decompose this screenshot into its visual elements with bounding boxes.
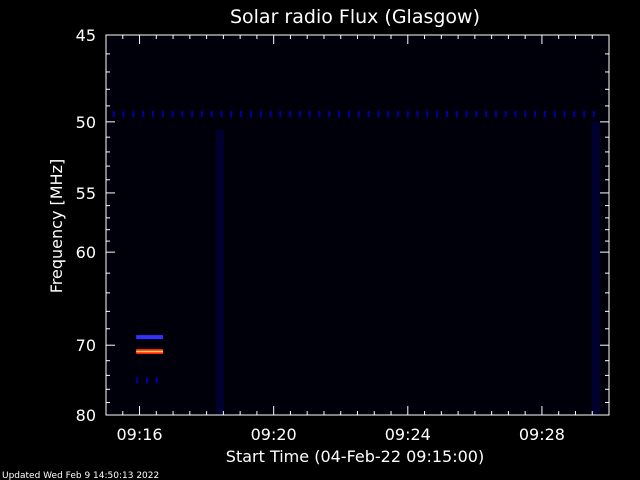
feature-segment xyxy=(445,110,448,117)
feature-segment xyxy=(136,377,139,384)
plot-background xyxy=(106,35,609,415)
feature-segment xyxy=(543,110,546,117)
feature-segment xyxy=(249,110,252,117)
feature-segment xyxy=(357,110,360,117)
spectral-feature-3 xyxy=(136,377,158,384)
feature-segment xyxy=(200,110,203,117)
feature-segment xyxy=(436,110,439,117)
feature-segment xyxy=(573,110,576,117)
feature-segment xyxy=(504,110,507,117)
feature-segment xyxy=(269,110,272,117)
spectral-feature-0 xyxy=(112,110,595,117)
feature-segment xyxy=(318,110,321,117)
y-tick-label: 55 xyxy=(76,184,96,203)
y-tick-label: 70 xyxy=(76,336,96,355)
feature-segment xyxy=(308,110,311,117)
feature-segment xyxy=(240,110,243,117)
feature-segment xyxy=(298,110,301,117)
feature-segment xyxy=(145,377,148,384)
x-axis-label: Start Time (04-Feb-22 09:15:00) xyxy=(226,447,484,466)
x-axis-ticks: 09:16 09:20 09:24 09:28 xyxy=(105,35,610,444)
y-tick-label: 60 xyxy=(76,243,96,262)
feature-segment xyxy=(534,110,537,117)
feature-segment xyxy=(220,110,223,117)
spectral-feature-5 xyxy=(591,121,600,415)
feature-segment xyxy=(387,110,390,117)
feature-segment xyxy=(328,110,331,117)
feature-segment xyxy=(151,110,154,117)
x-tick-label: 09:28 xyxy=(519,425,565,444)
feature-segment xyxy=(210,110,213,117)
feature-segment xyxy=(181,110,184,117)
chart-title: Solar radio Flux (Glasgow) xyxy=(230,6,480,28)
spectrogram-plot-area xyxy=(106,35,609,415)
feature-segment xyxy=(465,110,468,117)
feature-segment xyxy=(347,110,350,117)
feature-segment xyxy=(155,377,158,384)
feature-segment xyxy=(475,110,478,117)
spectral-feature-1 xyxy=(136,335,164,340)
feature-segment xyxy=(171,110,174,117)
y-tick-label: 80 xyxy=(76,406,96,425)
spectral-feature-core-2 xyxy=(136,350,164,353)
feature-segment xyxy=(377,110,380,117)
feature-segment xyxy=(338,110,341,117)
feature-segment xyxy=(112,110,115,117)
y-tick-label: 45 xyxy=(76,26,96,45)
feature-segment xyxy=(230,110,233,117)
feature-segment xyxy=(406,110,409,117)
feature-segment xyxy=(161,110,164,117)
feature-segment xyxy=(426,110,429,117)
feature-segment xyxy=(416,110,419,117)
feature-segment xyxy=(563,110,566,117)
feature-segment xyxy=(553,110,556,117)
updated-timestamp: Updated Wed Feb 9 14:50:13 2022 xyxy=(2,471,159,480)
x-tick-label: 09:16 xyxy=(116,425,162,444)
feature-segment xyxy=(132,110,135,117)
feature-segment xyxy=(191,110,194,117)
feature-segment xyxy=(367,110,370,117)
feature-segment xyxy=(485,110,488,117)
feature-segment xyxy=(259,110,262,117)
feature-segment xyxy=(279,110,282,117)
x-tick-label: 09:20 xyxy=(251,425,297,444)
x-tick-label: 09:24 xyxy=(385,425,431,444)
feature-segment xyxy=(494,110,497,117)
y-axis-ticks: 45 50 55 60 70 80 xyxy=(76,26,609,425)
feature-segment xyxy=(592,110,595,117)
feature-segment xyxy=(396,110,399,117)
feature-segment xyxy=(122,110,125,117)
spectral-feature-4 xyxy=(216,129,225,415)
feature-segment xyxy=(514,110,517,117)
feature-segment xyxy=(455,110,458,117)
feature-segment xyxy=(583,110,586,117)
feature-segment xyxy=(289,110,292,117)
y-axis-label: Frequency [MHz] xyxy=(47,159,66,293)
feature-segment xyxy=(142,110,145,117)
y-tick-label: 50 xyxy=(76,113,96,132)
feature-segment xyxy=(524,110,527,117)
